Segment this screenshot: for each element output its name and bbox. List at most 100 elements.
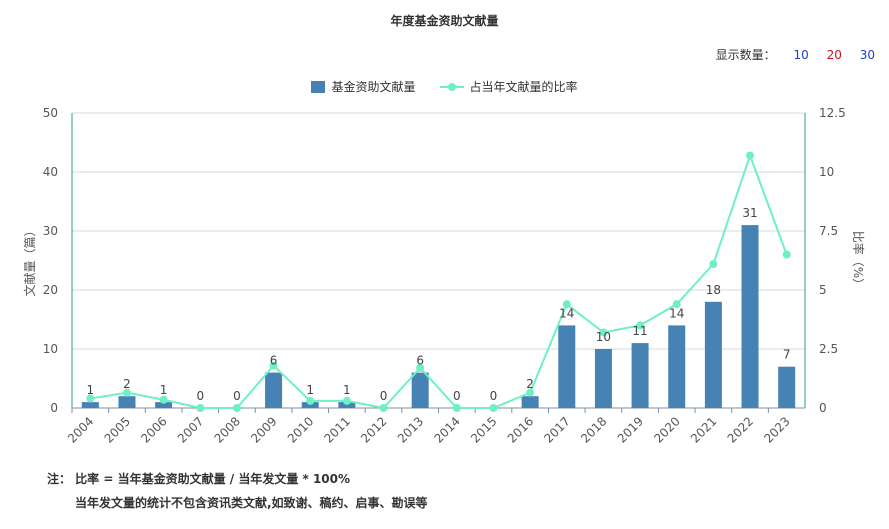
legend-item-line[interactable]: 占当年文献量的比率 — [439, 78, 578, 95]
y-right-tick-label: 0 — [819, 401, 827, 415]
ratio-point — [159, 395, 168, 404]
y-left-tick-label: 0 — [50, 401, 58, 415]
chart-legend: 基金资助文献量 占当年文献量的比率 — [0, 78, 889, 95]
x-tick-label: 2011 — [321, 414, 352, 445]
bar-value-label: 6 — [416, 354, 424, 368]
x-tick-label: 2008 — [212, 414, 243, 445]
bar — [594, 349, 612, 408]
display-count-selector: 显示数量： 10 20 30 — [716, 46, 875, 63]
bar — [118, 396, 136, 408]
x-tick-label: 2014 — [431, 414, 462, 445]
ratio-line — [90, 152, 788, 410]
bar-value-label: 0 — [233, 389, 241, 403]
bar — [411, 372, 429, 408]
footnote-ratio: 注： 比率 = 当年基金资助文献量 / 当年发文量 * 100% — [47, 472, 351, 486]
x-tick-label: 2017 — [541, 414, 572, 445]
bar — [521, 396, 539, 408]
ratio-point — [526, 388, 535, 397]
x-tick-label: 2016 — [505, 414, 536, 445]
bar-value-label: 2 — [123, 377, 131, 391]
y-right-tick-label: 10 — [819, 165, 834, 179]
bar-value-label: 31 — [742, 206, 757, 220]
y-right-axis-title: 比率（%） — [851, 231, 866, 290]
ratio-point — [709, 260, 718, 269]
footnote-exclusion: 当年发文量的统计不包含资讯类文献,如致谢、稿约、启事、勘误等 — [75, 496, 428, 510]
bar-value-label: 1 — [160, 383, 168, 397]
bar — [631, 343, 649, 408]
ratio-point — [562, 300, 571, 309]
display-count-10-link[interactable]: 10 — [793, 48, 809, 62]
y-right-tick-label: 7.5 — [819, 224, 838, 238]
x-tick-label: 2020 — [651, 414, 682, 445]
ratio-point — [489, 404, 498, 412]
x-tick-label: 2013 — [395, 414, 426, 445]
bar-value-label: 1 — [87, 383, 95, 397]
display-count-label: 显示数量： — [715, 48, 776, 62]
y-right-tick-label: 12.5 — [819, 106, 846, 120]
ratio-point — [452, 404, 461, 412]
y-left-tick-label: 10 — [43, 342, 58, 356]
y-left-axis-title: 文献量（篇） — [22, 224, 37, 296]
ratio-point — [232, 404, 241, 412]
ratio-point — [122, 388, 131, 397]
legend-line-label: 占当年文献量的比率 — [469, 80, 578, 94]
bar-value-label: 0 — [453, 389, 461, 403]
bar — [558, 325, 576, 408]
x-tick-label: 2004 — [65, 414, 96, 445]
y-left-tick-label: 40 — [43, 165, 58, 179]
x-tick-label: 2009 — [248, 414, 279, 445]
ratio-point — [636, 321, 645, 330]
bar-value-label: 0 — [380, 389, 388, 403]
bar — [338, 402, 356, 408]
display-count-30-link[interactable]: 30 — [859, 48, 875, 62]
bar — [668, 325, 686, 408]
bar — [155, 402, 173, 408]
bar — [81, 402, 99, 408]
ratio-point — [379, 404, 388, 412]
legend-line-swatch — [439, 81, 464, 93]
bar-value-label: 7 — [783, 348, 791, 362]
y-right-tick-label: 2.5 — [819, 342, 838, 356]
y-right-tick-label: 5 — [819, 283, 827, 297]
ratio-point — [416, 363, 425, 372]
legend-item-bar[interactable]: 基金资助文献量 — [311, 78, 416, 95]
bar — [778, 366, 796, 408]
bar-value-label: 0 — [490, 389, 498, 403]
chart-title: 年度基金资助文献量 — [390, 14, 499, 28]
ratio-point — [196, 404, 205, 412]
x-tick-label: 2019 — [615, 414, 646, 445]
ratio-point — [86, 394, 95, 403]
y-left-tick-label: 20 — [43, 283, 58, 297]
ratio-point — [746, 151, 755, 160]
legend-bar-label: 基金资助文献量 — [331, 80, 416, 94]
x-tick-label: 2012 — [358, 414, 389, 445]
bar-value-label: 6 — [270, 354, 278, 368]
bar — [741, 225, 759, 408]
x-tick-label: 2022 — [725, 414, 756, 445]
bar-value-label: 1 — [306, 383, 314, 397]
y-left-tick-label: 50 — [43, 106, 58, 120]
bar — [301, 402, 319, 408]
x-tick-label: 2006 — [138, 414, 169, 445]
bar-value-label: 11 — [632, 324, 647, 338]
ratio-point — [599, 328, 608, 337]
bar — [265, 372, 283, 408]
bar-value-label: 18 — [706, 283, 721, 297]
legend-bar-swatch — [311, 80, 326, 93]
bar-value-label: 0 — [196, 389, 204, 403]
bar-value-label: 14 — [669, 306, 684, 320]
x-tick-label: 2015 — [468, 414, 499, 445]
x-tick-label: 2005 — [102, 414, 133, 445]
x-tick-label: 2007 — [175, 414, 206, 445]
bar-value-label: 14 — [559, 306, 574, 320]
ratio-point — [269, 361, 278, 370]
y-left-tick-label: 30 — [43, 224, 58, 238]
bar — [704, 301, 722, 408]
display-count-20-link[interactable]: 20 — [826, 48, 842, 62]
x-tick-label: 2018 — [578, 414, 609, 445]
ratio-point — [306, 396, 315, 405]
x-tick-label: 2021 — [688, 414, 719, 445]
bar-value-label: 10 — [596, 330, 611, 344]
bar-value-label: 1 — [343, 383, 351, 397]
